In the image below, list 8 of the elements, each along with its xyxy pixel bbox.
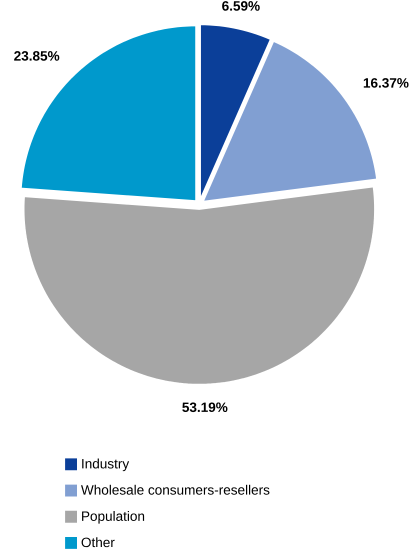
data-label: 53.19% [182, 402, 228, 412]
legend-label: Wholesale consumers-resellers [80, 484, 270, 495]
legend-label: Population [82, 511, 144, 524]
legend-label: Other [82, 537, 115, 548]
data-label: 23.85% [14, 51, 60, 61]
data-label: 6.59% [222, 1, 260, 11]
data-label: 16.37% [364, 78, 409, 88]
legend-label: Industry [82, 458, 130, 472]
